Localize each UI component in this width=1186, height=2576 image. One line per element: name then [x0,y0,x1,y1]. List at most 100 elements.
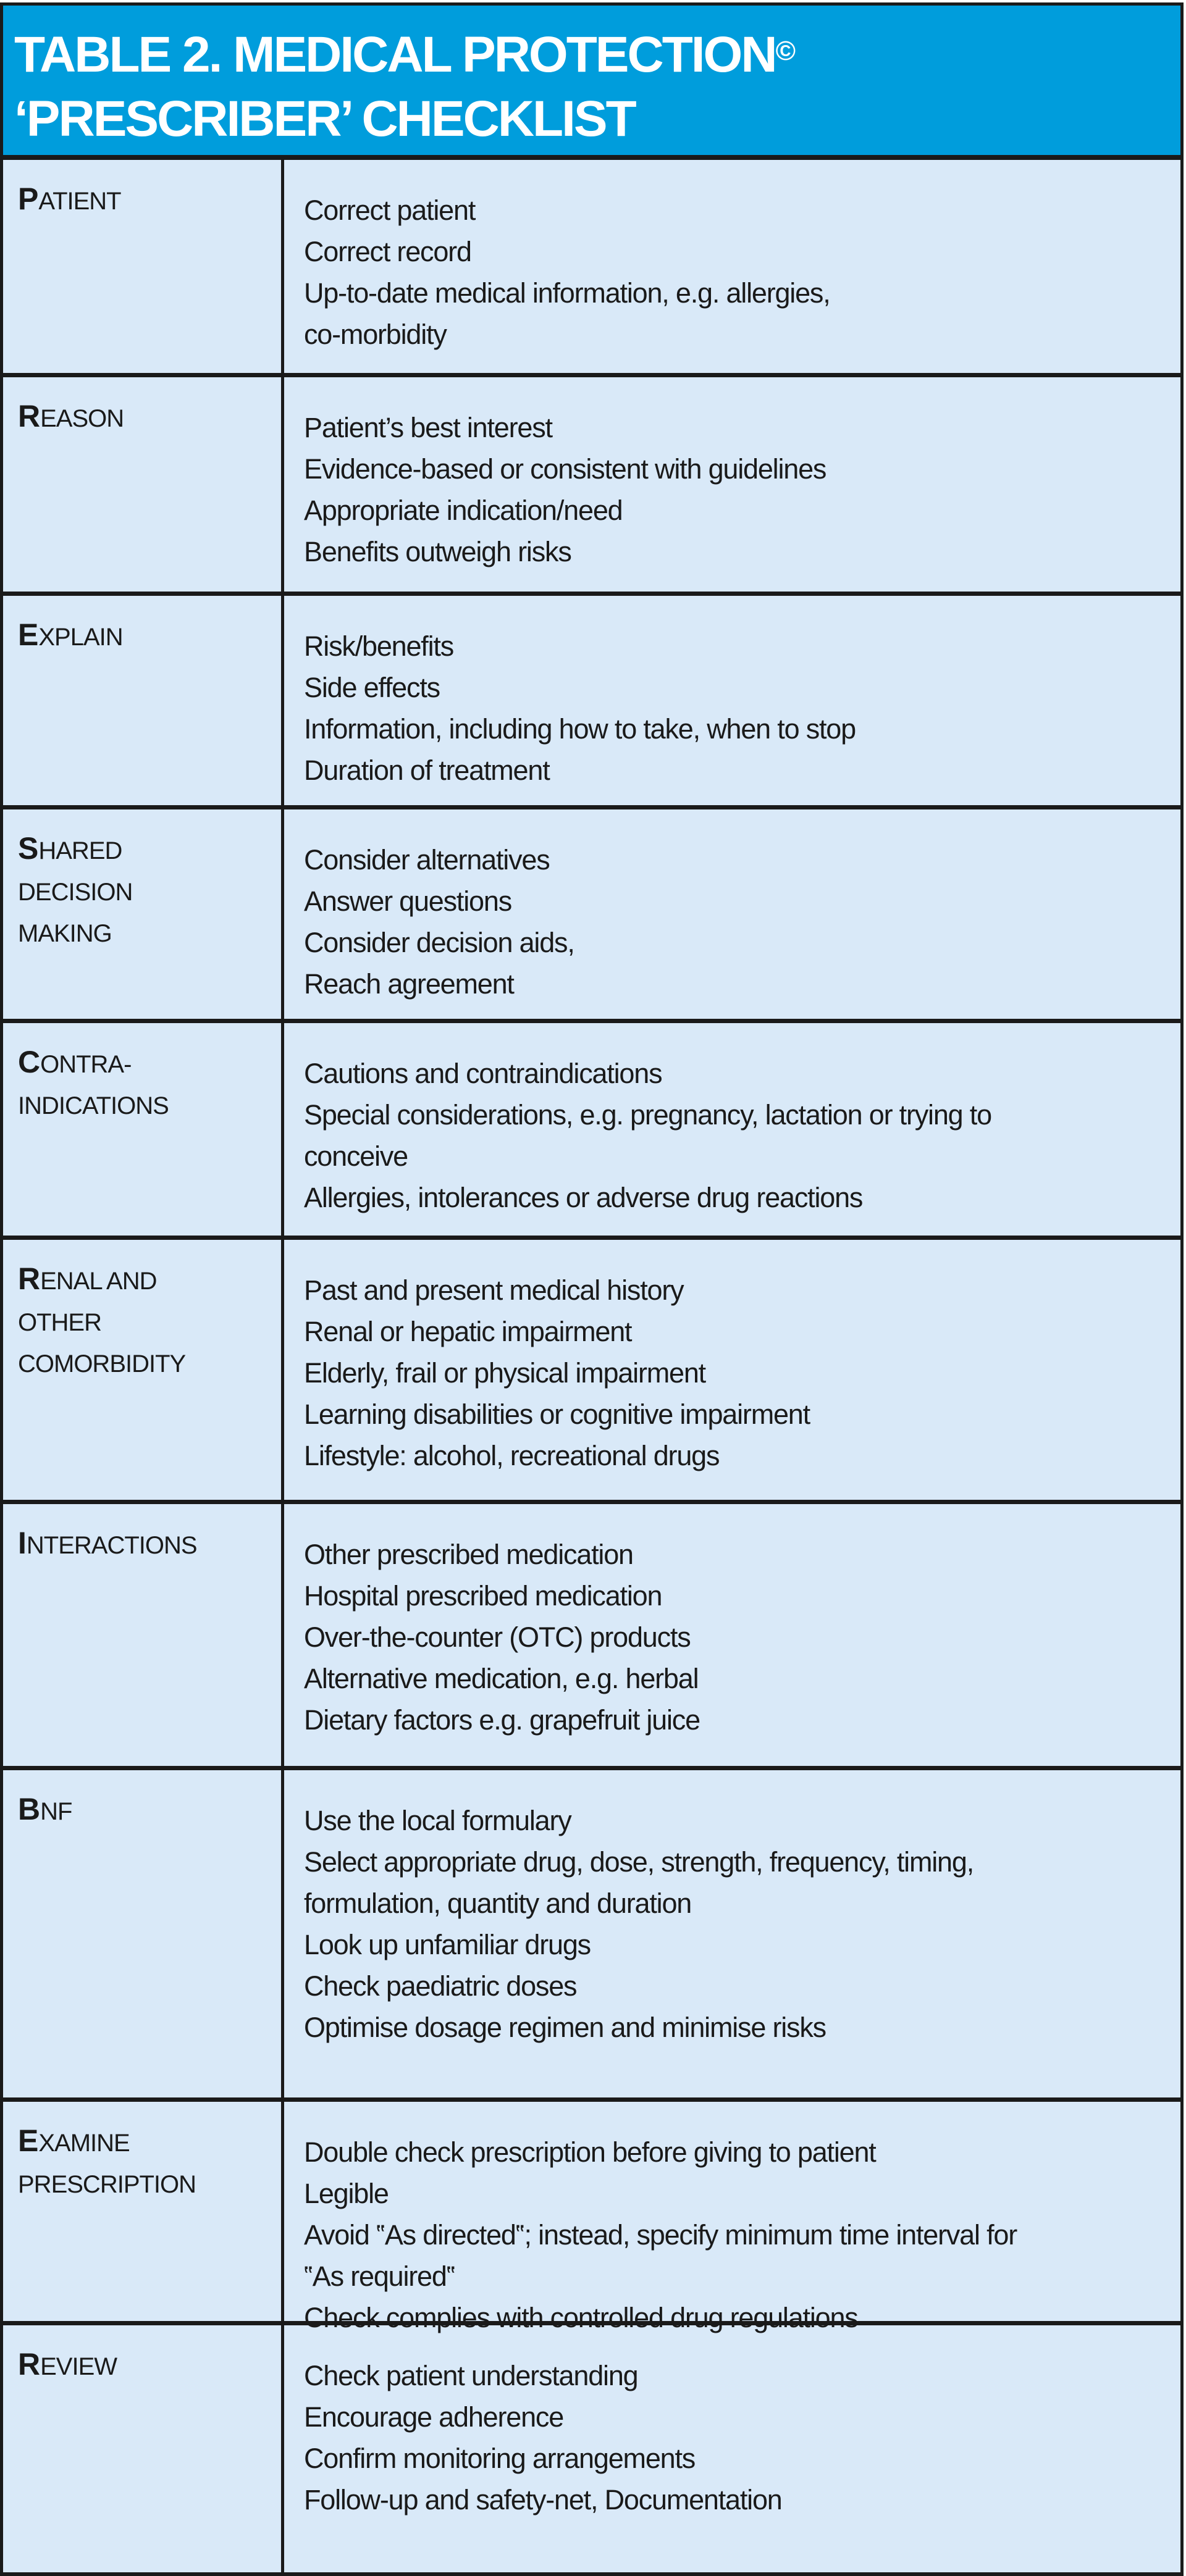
row-label: EXAMINE PRESCRIPTION [3,2102,284,2321]
row-label: REASON [3,377,284,592]
row-items: Use the local formulary Select appropriat… [284,1770,1180,2097]
row-label: EXPLAIN [3,596,284,805]
row-items: Cautions and contraindications Special co… [284,1023,1180,1236]
label-initial: I [18,1526,27,1560]
row-items: Patient’s best interest Evidence-based or… [284,377,1180,592]
table-row: EXPLAIN Risk/benefits Side effects Informat… [3,596,1180,809]
checklist-item: Consider decision aids, [304,927,575,958]
row-label: REVIEW [3,2325,284,2572]
checklist-item: formulation, quantity and duration [304,1888,692,1919]
checklist-item: conceive [304,1140,408,1172]
label-initial: P [18,182,39,216]
label-text: PRESCRIPTION [18,2171,196,2198]
label-text: COMORBIDITY [18,1350,186,1378]
table-row: BNF Use the local formulary Select appropr… [3,1770,1180,2102]
row-items: Check patient understanding Encourage adh… [284,2325,1180,2572]
table-header: TABLE 2. MEDICAL PROTECTION© ‘PRESCRIBER’… [3,6,1180,160]
checklist-item: Renal or hepatic impairment [304,1316,633,1347]
copyright-mark: © [775,36,796,66]
table-row: CONTRA- INDICATIONS Cautions and contraind… [3,1023,1180,1240]
label-text: INDICATIONS [18,1092,169,1119]
checklist-item: Lifestyle: alcohol, recreational drugs [304,1440,720,1471]
label-text: OTHER [18,1309,102,1336]
label-initial: E [18,2123,39,2158]
table-body: PATIENT Correct patient Correct record Up-t… [3,160,1180,2572]
checklist-item: Use the local formulary [304,1805,572,1836]
checklist-item: Information, including how to take, when… [304,713,856,745]
checklist-item: Past and present medical history [304,1274,684,1306]
table-row: REASON Patient’s best interest Evidence-ba… [3,377,1180,596]
label-initial: R [18,2347,41,2382]
checklist-item: Risk/benefits [304,630,454,662]
checklist-item: Reach agreement [304,968,515,1000]
checklist-item: Evidence-based or consistent with guidel… [304,453,826,485]
label-initial: B [18,1792,41,1826]
table-row: PATIENT Correct patient Correct record Up-t… [3,160,1180,377]
checklist-item: Look up unfamiliar drugs [304,1929,591,1960]
label-initial: R [18,1261,41,1296]
table-row: EXAMINE PRESCRIPTION Double check prescrip… [3,2102,1180,2333]
checklist-item: Benefits outweigh risks [304,536,572,567]
checklist-item: Check patient understanding [304,2360,639,2391]
row-items: Consider alternatives Answer questions Con… [284,809,1180,1019]
table-row: INTERACTIONS Other prescribed medication H… [3,1504,1180,1770]
checklist-item: Up-to-date medical information, e.g. all… [304,277,831,309]
row-items: Past and present medical history Renal or… [284,1240,1180,1500]
checklist-item: Check paediatric doses [304,1970,578,2002]
row-label: INTERACTIONS [3,1504,284,1766]
label-initial: S [18,831,39,866]
checklist-item: Over-the-counter (OTC) products [304,1621,691,1653]
checklist-item: Allergies, intolerances or adverse drug … [304,1182,863,1213]
checklist-item: Legible [304,2178,389,2209]
label-text: XAMINE [38,2130,130,2157]
checklist-item: co-morbidity [304,319,447,350]
row-label: RENAL AND OTHER COMORBIDITY [3,1240,284,1500]
row-items: Other prescribed medication Hospital pres… [284,1504,1180,1766]
checklist-item: Consider alternatives [304,844,550,876]
row-items: Risk/benefits Side effects Information, in… [284,596,1180,805]
label-text: HARED [38,837,122,864]
label-initial: C [18,1045,41,1079]
checklist-item: Avoid ‟As directed‟; instead, specify mi… [304,2219,1017,2251]
row-label: PATIENT [3,160,284,373]
label-text: ENAL AND [40,1268,157,1295]
checklist-item: Follow-up and safety-net, Documentation [304,2484,783,2515]
checklist-item: Dietary factors e.g. grapefruit juice [304,1704,700,1736]
table-row: REVIEW Check patient understanding Encoura… [3,2325,1180,2572]
checklist-item: Double check prescription before giving … [304,2136,877,2168]
checklist-item: Hospital prescribed medication [304,1580,663,1612]
row-items: Double check prescription before giving … [284,2102,1180,2333]
row-items: Correct patient Correct record Up-to-date … [284,160,1180,373]
table-row: SHARED DECISION MAKING Consider alternative… [3,809,1180,1023]
label-text: EVIEW [40,2353,117,2380]
row-label: CONTRA- INDICATIONS [3,1023,284,1236]
checklist-item: Patient’s best interest [304,412,553,443]
label-text: NTERACTIONS [26,1532,198,1559]
checklist-item: Encourage adherence [304,2401,564,2433]
checklist-item: Duration of treatment [304,755,550,786]
checklist-item: Alternative medication, e.g. herbal [304,1663,699,1694]
checklist-item: Select appropriate drug, dose, strength,… [304,1846,974,1878]
checklist-item: Learning disabilities or cognitive impai… [304,1399,810,1430]
checklist-item: Cautions and contraindications [304,1058,663,1089]
checklist-item: Optimise dosage regimen and minimise ris… [304,2012,826,2043]
checklist-item: Confirm monitoring arrangements [304,2443,696,2474]
checklist-item: Answer questions [304,885,512,917]
checklist-item: ‟As required‟ [304,2260,456,2292]
checklist-item: Side effects [304,672,440,703]
checklist-item: Correct patient [304,194,476,226]
label-text: ONTRA- [40,1051,132,1078]
label-initial: E [18,617,39,652]
checklist-item: Correct record [304,236,472,267]
table-title: TABLE 2. MEDICAL PROTECTION© ‘PRESCRIBER’… [14,27,796,147]
label-text: MAKING [18,920,112,947]
label-text: ATIENT [38,188,121,215]
row-label: SHARED DECISION MAKING [3,809,284,1019]
checklist-item: Elderly, frail or physical impairment [304,1357,706,1389]
checklist-item: Appropriate indication/need [304,495,623,526]
checklist-item: Other prescribed medication [304,1539,634,1570]
table-row: RENAL AND OTHER COMORBIDITY Past and presen… [3,1240,1180,1504]
label-text: XPLAIN [38,624,123,651]
label-text: EASON [40,405,124,432]
